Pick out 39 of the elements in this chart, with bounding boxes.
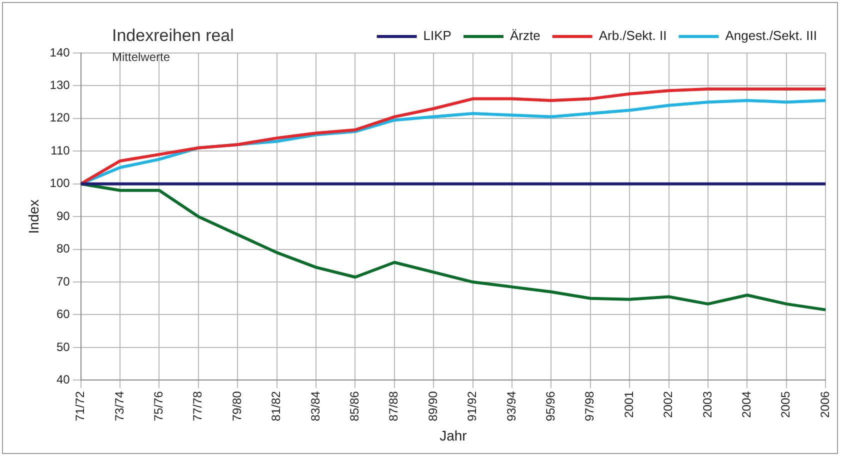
x-tick-label: 93/94 xyxy=(504,390,518,422)
y-tick-label: 80 xyxy=(56,242,70,256)
legend-label: Ärzte xyxy=(510,28,540,44)
x-tick-label: 2001 xyxy=(622,390,636,418)
x-tick-label: 81/82 xyxy=(269,390,284,422)
chart-title: Indexreihen real xyxy=(112,26,234,46)
x-tick-label: 77/78 xyxy=(190,390,205,422)
y-tick-label: 40 xyxy=(56,372,70,386)
x-tick-label: 97/98 xyxy=(582,390,597,422)
x-tick-label: 2004 xyxy=(740,390,754,418)
y-tick-label: 100 xyxy=(50,176,70,190)
x-tick-label: 95/96 xyxy=(544,390,558,422)
y-tick-label: 90 xyxy=(56,208,70,223)
x-tick-label: 73/74 xyxy=(112,390,126,422)
x-tick-label: 91/92 xyxy=(465,390,480,422)
legend-label: Angest./Sekt. III xyxy=(725,28,818,44)
y-tick-label: 130 xyxy=(50,78,70,92)
x-axis-title: Jahr xyxy=(440,427,468,444)
x-tick-label: 2003 xyxy=(700,390,714,418)
x-tick-label: 85/86 xyxy=(348,390,362,422)
legend-label: LIKP xyxy=(423,28,452,44)
legend-label: Arb./Sekt. II xyxy=(598,28,667,44)
y-tick-label: 50 xyxy=(56,340,70,354)
y-tick-label: 120 xyxy=(50,110,70,125)
x-tick-label: 71/72 xyxy=(73,390,88,422)
x-tick-label: 2005 xyxy=(778,390,793,418)
y-tick-label: 70 xyxy=(56,274,70,288)
x-tick-label: 2002 xyxy=(661,390,676,418)
y-tick-label: 60 xyxy=(56,307,70,322)
x-tick-label: 2006 xyxy=(818,390,832,418)
x-tick-label: 83/84 xyxy=(308,390,322,422)
y-axis-title: Index xyxy=(25,199,42,234)
x-tick-label: 87/88 xyxy=(386,390,401,422)
y-tick-label: 110 xyxy=(50,143,70,158)
chart-subtitle: Mittelwerte xyxy=(112,50,170,64)
y-tick-label: 140 xyxy=(50,45,70,60)
x-tick-label: 79/80 xyxy=(230,390,244,422)
x-tick-label: 89/90 xyxy=(426,390,440,422)
x-tick-label: 75/76 xyxy=(152,390,166,422)
